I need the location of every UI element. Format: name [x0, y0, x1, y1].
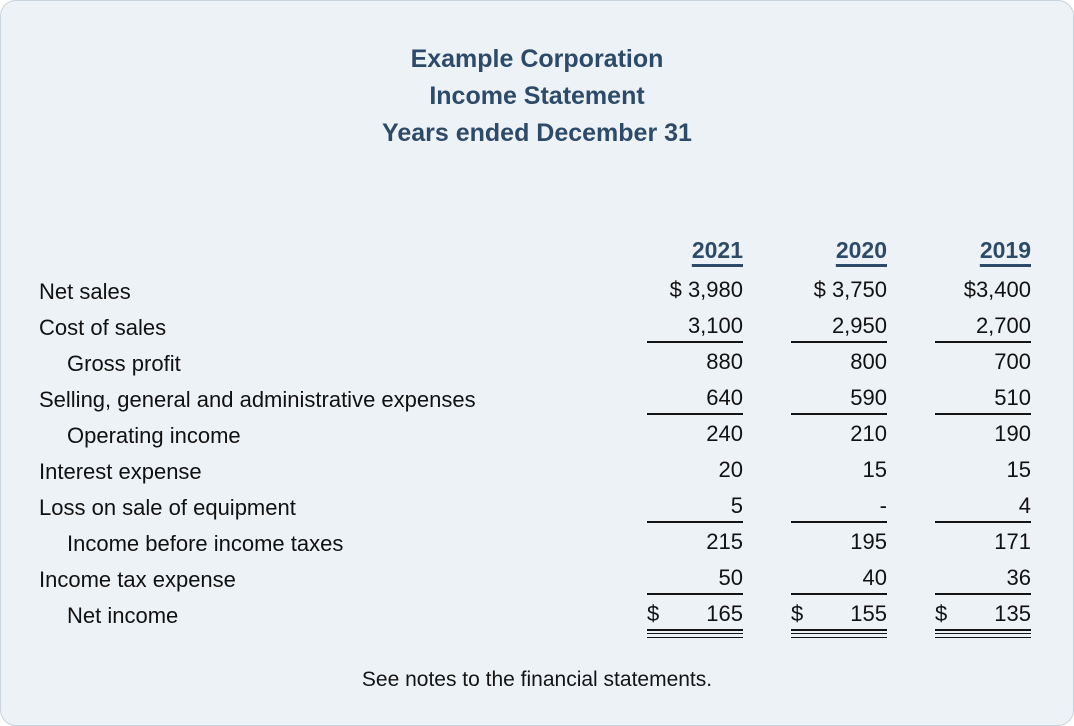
row-label: Loss on sale of equipment: [39, 495, 296, 520]
currency-symbol: $: [791, 601, 804, 626]
amount: $ 3,980: [669, 277, 743, 302]
table-row-loss-on-sale: Loss on sale of equipment 5 - 4: [39, 490, 1031, 526]
label-header: [39, 216, 599, 274]
table-row-net-income: Net income $165 $155 $135: [39, 598, 1031, 638]
table-row-income-before-taxes: Income before income taxes 215 195 171: [39, 526, 1031, 562]
amount: 36: [1006, 565, 1031, 590]
year-header-2021: 2021: [691, 237, 743, 263]
currency-symbol: $: [647, 601, 660, 626]
table-row-income-tax-expense: Income tax expense 50 40 36: [39, 562, 1031, 598]
statement-title-block: Example Corporation Income Statement Yea…: [1, 41, 1073, 152]
amount: 165: [706, 601, 743, 626]
amount: 240: [706, 421, 743, 446]
row-label: Gross profit: [67, 351, 181, 376]
amount: 171: [994, 529, 1031, 554]
row-label: Interest expense: [39, 459, 202, 484]
amount: 50: [718, 565, 743, 590]
row-label: Net sales: [39, 279, 131, 304]
amount: 3,100: [687, 313, 743, 338]
amount: $3,400: [963, 277, 1031, 302]
row-label: Income tax expense: [39, 567, 236, 592]
amount: 215: [706, 529, 743, 554]
row-label: Operating income: [67, 423, 241, 448]
amount: 20: [718, 457, 743, 482]
amount: 40: [862, 565, 887, 590]
row-label: Net income: [67, 603, 179, 628]
row-label: Cost of sales: [39, 315, 167, 340]
amount: 700: [994, 349, 1031, 374]
year-header-row: 2021 2020 2019: [39, 216, 1031, 274]
row-label: Income before income taxes: [67, 531, 344, 556]
year-header-2020: 2020: [835, 237, 887, 263]
amount: 880: [706, 349, 743, 374]
amount: 800: [850, 349, 887, 374]
table-row-sga-expenses: Selling, general and administrative expe…: [39, 382, 1031, 418]
amount: 15: [862, 457, 887, 482]
table-row-gross-profit: Gross profit 880 800 700: [39, 346, 1031, 382]
company-name: Example Corporation: [410, 45, 664, 73]
amount: 2,700: [975, 313, 1031, 338]
income-statement-table: 2021 2020 2019 Net sales $ 3,980 $ 3,750…: [39, 216, 1031, 638]
table-row-net-sales: Net sales $ 3,980 $ 3,750 $3,400: [39, 274, 1031, 310]
amount: 195: [850, 529, 887, 554]
amount: 5: [730, 493, 743, 518]
amount: 15: [1006, 457, 1031, 482]
amount: -: [879, 493, 887, 518]
amount: 135: [994, 601, 1031, 626]
amount: 640: [706, 385, 743, 410]
amount: 210: [850, 421, 887, 446]
amount: 4: [1018, 493, 1031, 518]
table-row-operating-income: Operating income 240 210 190: [39, 418, 1031, 454]
currency-symbol: $: [935, 601, 948, 626]
year-header-2019: 2019: [979, 237, 1031, 263]
table-row-cost-of-sales: Cost of sales 3,100 2,950 2,700: [39, 310, 1031, 346]
amount: 155: [850, 601, 887, 626]
amount: 590: [850, 385, 887, 410]
amount: 2,950: [831, 313, 887, 338]
statement-name: Income Statement: [429, 82, 645, 110]
footnote: See notes to the financial statements.: [361, 668, 713, 691]
statement-period: Years ended December 31: [382, 119, 692, 147]
statement-body: 2021 2020 2019 Net sales $ 3,980 $ 3,750…: [39, 216, 1031, 638]
row-label: Selling, general and administrative expe…: [39, 387, 476, 412]
amount: 510: [994, 385, 1031, 410]
table-row-interest-expense: Interest expense 20 15 15: [39, 454, 1031, 490]
amount: 190: [994, 421, 1031, 446]
amount: $ 3,750: [813, 277, 887, 302]
